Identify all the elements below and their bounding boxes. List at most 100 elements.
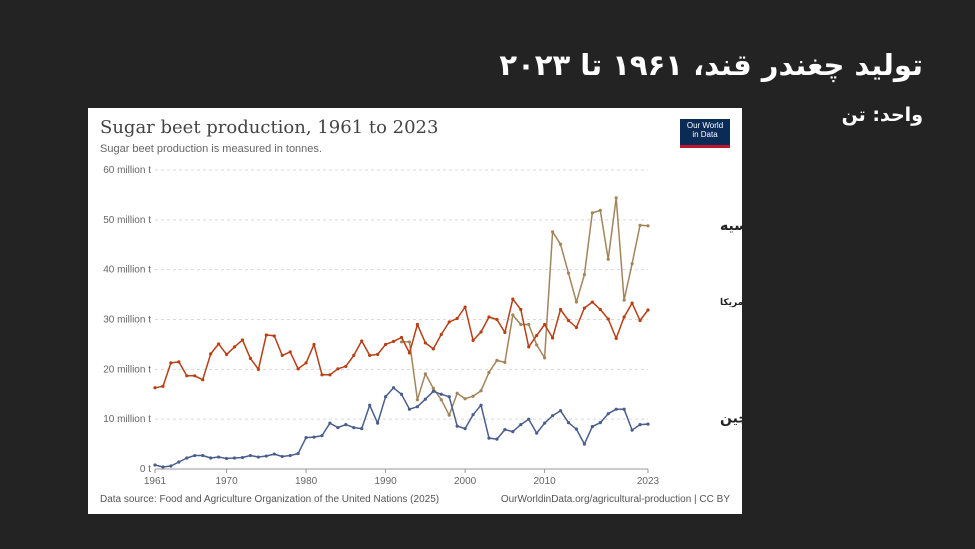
- credit-link[interactable]: OurWorldinData.org/agricultural-producti…: [500, 494, 730, 505]
- usa-data-point: [574, 325, 579, 330]
- y-tick-label: 0 t: [140, 464, 151, 475]
- x-tick-label: 1980: [295, 476, 318, 487]
- chart-subtitle: Sugar beet production is measured in ton…: [100, 143, 322, 155]
- china-data-point: [431, 389, 435, 393]
- usa-data-point: [344, 364, 348, 368]
- usa-data-point: [209, 352, 213, 356]
- china-data-point: [201, 453, 205, 458]
- usa-data-point: [439, 332, 443, 337]
- russia-data-point: [471, 394, 475, 398]
- china-data-point: [590, 425, 594, 429]
- russia-data-point: [582, 273, 586, 277]
- china-data-point: [495, 437, 499, 441]
- usa-data-point: [630, 301, 634, 305]
- x-tick-label: 2010: [534, 476, 557, 487]
- china-series-line: [154, 387, 649, 468]
- usa-data-point: [614, 336, 618, 341]
- russia-data-point: [535, 343, 539, 347]
- usa-data-point: [638, 318, 642, 323]
- owid-logo[interactable]: Our World in Data: [680, 119, 730, 148]
- russia-data-point: [622, 298, 626, 302]
- china-data-point: [336, 426, 340, 430]
- x-tick-label: 1970: [215, 476, 238, 487]
- usa-data-point: [383, 342, 388, 347]
- china-data-point: [153, 463, 157, 467]
- usa-data-point: [423, 341, 427, 345]
- usa-data-point: [288, 350, 292, 354]
- x-tick-label: 2023: [637, 476, 660, 487]
- russia-data-point: [606, 257, 610, 261]
- usa-data-point: [598, 307, 602, 312]
- russia-data-point: [503, 360, 507, 364]
- usa-data-point: [543, 322, 547, 327]
- china-data-point: [288, 453, 292, 458]
- china-data-point: [566, 421, 571, 425]
- x-tick-label: 2000: [454, 476, 477, 487]
- usa-data-point: [479, 330, 483, 334]
- chart-title: Sugar beet production, 1961 to 2023: [100, 117, 439, 138]
- usa-data-point: [320, 373, 324, 377]
- russia-data-point: [495, 358, 499, 362]
- usa-data-point: [558, 307, 563, 312]
- china-data-point: [209, 456, 213, 460]
- russia-data-point: [399, 340, 404, 344]
- china-data-point: [328, 421, 332, 425]
- china-data-point: [463, 427, 467, 431]
- y-tick-label: 50 million t: [103, 215, 151, 226]
- russia-data-point: [638, 223, 642, 227]
- china-data-point: [479, 403, 483, 407]
- china-data-point: [598, 421, 602, 425]
- china-series-label: چین: [720, 411, 742, 427]
- china-data-point: [296, 451, 300, 456]
- usa-data-point: [360, 339, 364, 343]
- russia-data-point: [487, 370, 491, 374]
- usa-data-point: [487, 315, 491, 319]
- china-data-point: [169, 464, 173, 468]
- china-data-point: [455, 424, 459, 428]
- russia-data-point: [550, 230, 555, 234]
- russia-data-point: [519, 322, 523, 327]
- usa-data-point: [169, 361, 173, 365]
- usa-data-point: [272, 334, 276, 338]
- russia-data-point: [455, 391, 459, 395]
- russia-data-point: [543, 356, 547, 360]
- usa-data-point: [376, 352, 380, 356]
- usa-data-point: [304, 361, 308, 365]
- china-data-point: [161, 465, 165, 469]
- russia-data-point: [527, 322, 531, 327]
- usa-data-point: [248, 356, 253, 360]
- china-data-point: [344, 423, 348, 427]
- china-data-point: [503, 428, 507, 432]
- usa-data-point: [407, 351, 412, 355]
- china-data-point: [304, 436, 308, 440]
- usa-data-point: [511, 297, 515, 301]
- china-data-point: [320, 434, 324, 438]
- china-data-point: [447, 395, 451, 399]
- owid-logo-line1: Our World: [686, 121, 724, 130]
- usa-data-point: [264, 333, 268, 337]
- usa-data-point: [582, 306, 586, 310]
- usa-data-point: [193, 374, 197, 378]
- usa-data-point: [431, 347, 435, 351]
- usa-data-point: [296, 367, 300, 371]
- china-data-point: [399, 392, 404, 396]
- y-tick-label: 30 million t: [103, 315, 151, 326]
- russia-data-point: [415, 398, 420, 402]
- china-data-point: [614, 407, 618, 411]
- usa-data-point: [590, 300, 594, 304]
- chart-plot: 0 t 10 million t 20 million t 30 million t 4…: [103, 165, 742, 487]
- china-data-point: [232, 456, 237, 460]
- russia-data-point: [590, 211, 594, 215]
- russia-data-point: [566, 271, 571, 275]
- usa-data-point: [495, 317, 499, 322]
- china-data-point: [574, 427, 579, 431]
- usa-data-point: [328, 373, 332, 377]
- russia-data-point: [614, 196, 618, 200]
- china-data-point: [256, 455, 260, 459]
- china-data-point: [193, 453, 197, 458]
- usa-data-point: [415, 322, 420, 327]
- usa-data-point: [232, 345, 237, 349]
- usa-data-point: [336, 367, 340, 371]
- usa-data-point: [391, 339, 396, 344]
- usa-data-point: [527, 345, 531, 349]
